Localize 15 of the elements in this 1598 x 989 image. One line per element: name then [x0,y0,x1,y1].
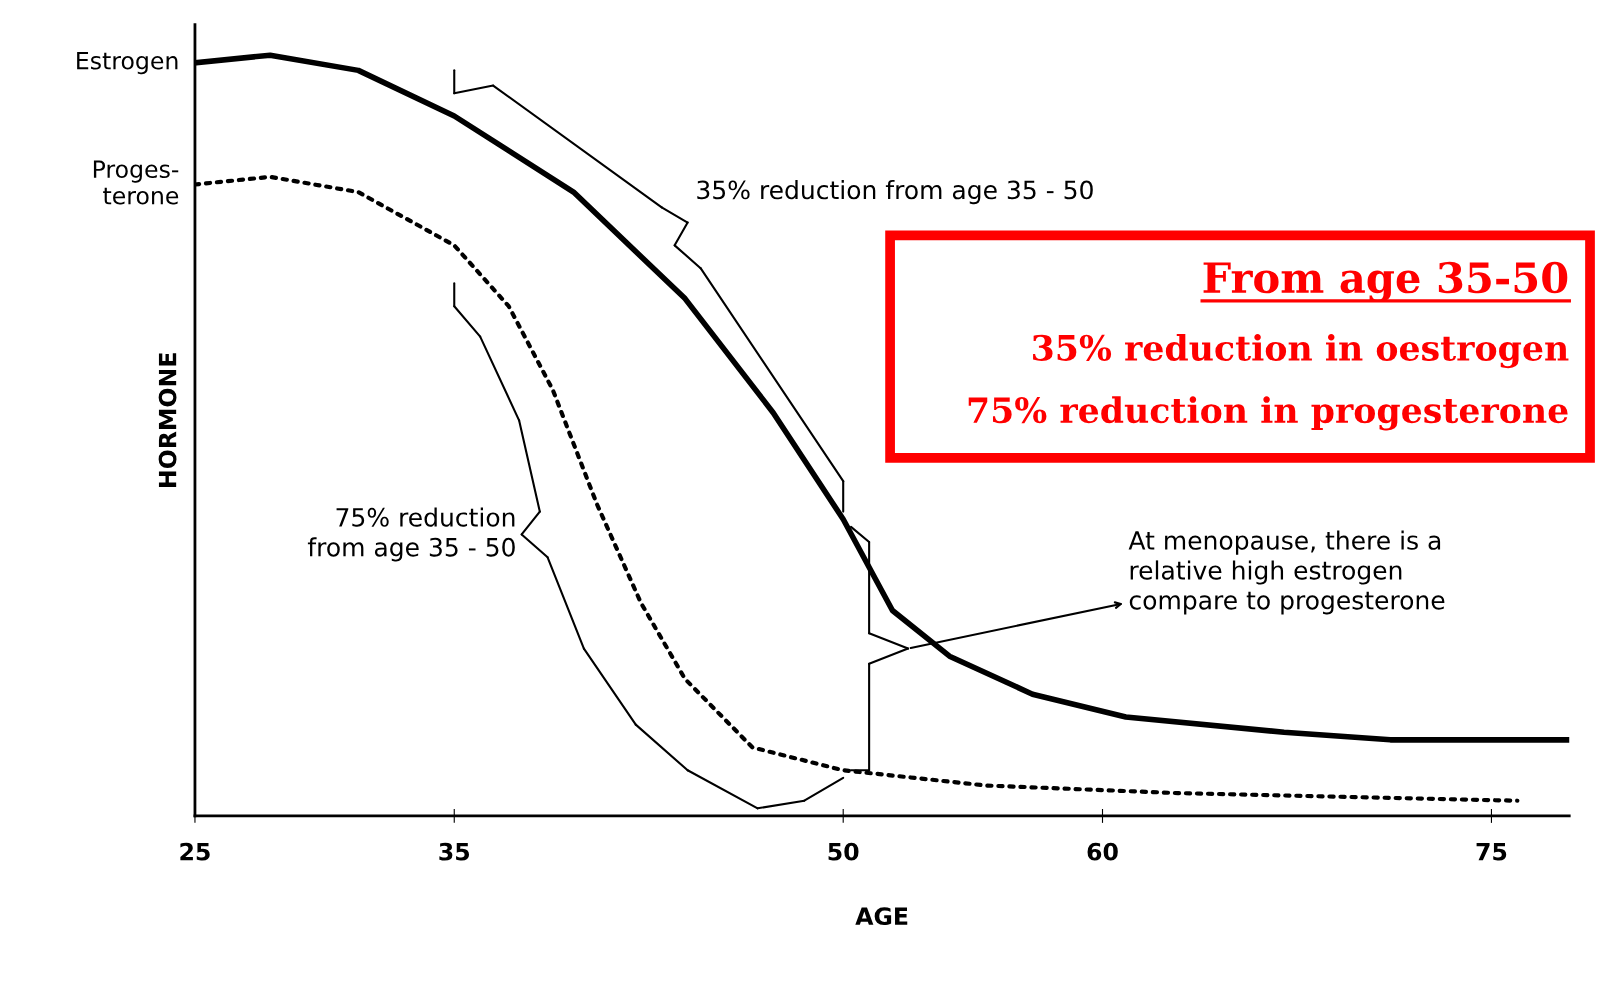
annotation: 75% reduction in progesterone [968,396,1568,431]
x-axis-title: AGE [855,907,908,926]
x-tick-label: 35 [439,842,470,861]
annotation: 35% reduction in oestrogen [1033,334,1569,369]
x-tick-label: 75 [1476,843,1507,861]
x-tick-label: 25 [180,842,210,861]
annotation: 35% reduction from age 35 - 50 [697,180,1093,205]
y-axis-title: HORMONE [158,353,177,487]
annotation: 75% reduction from age 35 - 50 [307,507,515,562]
annotation: From age 35-50 [1203,261,1568,303]
series-label: Proges- terone [93,160,179,205]
series-label: Estrogen [77,52,178,75]
x-tick-label: 50 [828,842,859,861]
x-tick-label: 60 [1087,842,1118,861]
annotation: At menopause, there is a relative high estrogen compare to progesterone [1128,530,1445,615]
